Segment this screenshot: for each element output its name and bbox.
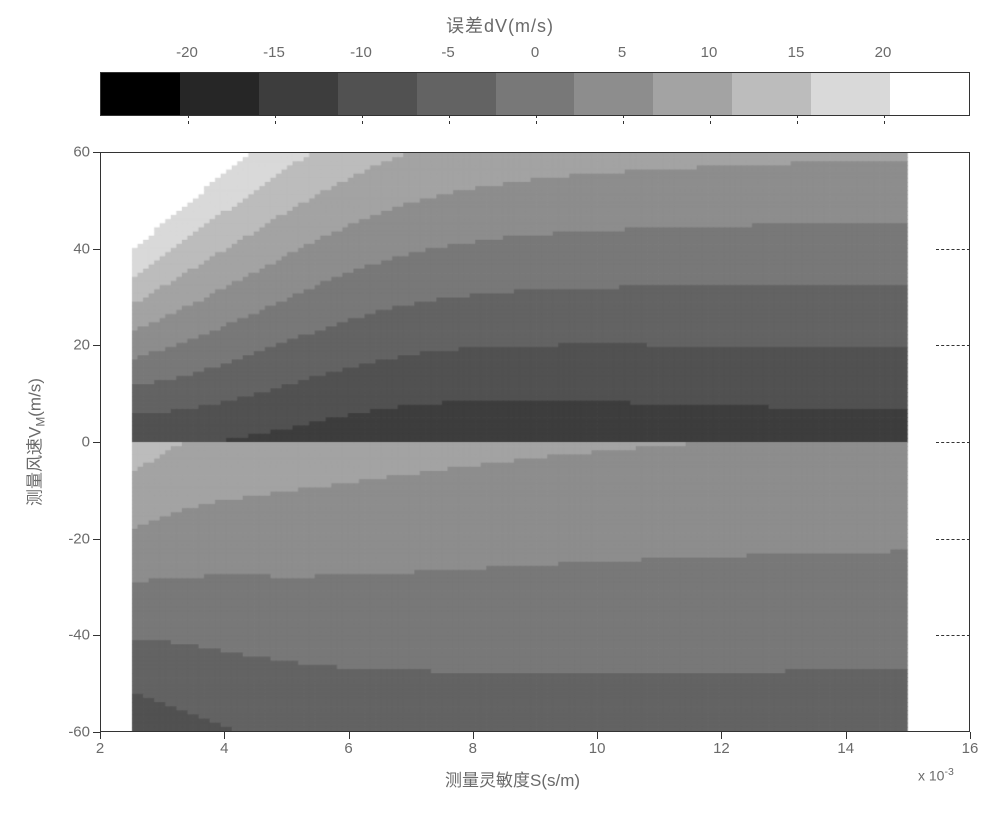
y-tick-dash-right: [936, 635, 970, 636]
y-tick-dash-right: [936, 345, 970, 346]
x-tick-mark: [597, 732, 598, 739]
colorbar-tick-label: -15: [263, 44, 285, 61]
x-tick-mark: [846, 732, 847, 739]
heatmap-canvas: [101, 153, 969, 731]
colorbar-segment: [732, 73, 811, 115]
colorbar-segment: [890, 73, 969, 115]
y-tick-label: 40: [73, 240, 90, 257]
x-tick-label: 8: [469, 740, 477, 757]
y-tick-label: 20: [73, 337, 90, 354]
colorbar-tick-label: 5: [618, 44, 626, 61]
y-tick-mark: [93, 249, 100, 250]
x-tick-mark: [473, 732, 474, 739]
colorbar-tick-mark: [536, 115, 537, 124]
y-axis-label-sub: M: [33, 417, 47, 427]
y-tick-label: -40: [68, 627, 90, 644]
colorbar-tick-mark: [884, 115, 885, 124]
figure: 误差dV(m/s) -20-15-10-505101520 测量风速VM(m/s…: [0, 0, 1000, 814]
colorbar-tick-mark: [362, 115, 363, 124]
colorbar-segment: [653, 73, 732, 115]
colorbar-segment: [180, 73, 259, 115]
heatmap-axes: [100, 152, 970, 732]
x-tick-label: 12: [713, 740, 730, 757]
y-axis-label-suffix: (m/s): [26, 378, 45, 417]
x-tick-label: 10: [589, 740, 606, 757]
x-tick-mark: [224, 732, 225, 739]
x-tick-label: 14: [837, 740, 854, 757]
colorbar-tick-mark: [710, 115, 711, 124]
colorbar-tick-mark: [275, 115, 276, 124]
colorbar-tick-label: 20: [875, 44, 892, 61]
colorbar-segment: [417, 73, 496, 115]
colorbar-segment: [574, 73, 653, 115]
colorbar-tick-mark: [188, 115, 189, 124]
y-tick-mark: [93, 732, 100, 733]
x-axis-label: 测量灵敏度S(s/m): [445, 766, 580, 791]
colorbar-tick-label: -5: [441, 44, 454, 61]
colorbar-segment: [338, 73, 417, 115]
y-tick-dash-right: [936, 539, 970, 540]
y-axis-label: 测量风速VM(m/s): [21, 378, 48, 506]
y-tick-mark: [93, 442, 100, 443]
colorbar-tick-mark: [623, 115, 624, 124]
colorbar-tick-labels: -20 -15 -10 -5 0 5 10 15 20: [100, 44, 970, 62]
colorbar-segment: [101, 73, 180, 115]
colorbar-tick-label: 0: [531, 44, 539, 61]
y-tick-mark: [93, 539, 100, 540]
colorbar-tick-label: -10: [350, 44, 372, 61]
y-tick-label: 0: [82, 434, 90, 451]
colorbar-segment: [811, 73, 890, 115]
y-tick-mark: [93, 345, 100, 346]
colorbar-tick-mark: [797, 115, 798, 124]
y-axis-label-prefix: 测量风速V: [26, 427, 45, 506]
colorbar-tick-mark: [449, 115, 450, 124]
x-tick-label: 4: [220, 740, 228, 757]
x-tick-mark: [100, 732, 101, 739]
x-tick-mark: [349, 732, 350, 739]
y-tick-dash-right: [936, 442, 970, 443]
x-tick-label: 16: [962, 740, 979, 757]
y-tick-label: -60: [68, 724, 90, 741]
x-tick-mark: [721, 732, 722, 739]
x-tick-mark: [970, 732, 971, 739]
colorbar-tick-label: 10: [701, 44, 718, 61]
y-tick-dash-right: [936, 249, 970, 250]
y-tick-mark: [93, 635, 100, 636]
x-tick-label: 2: [96, 740, 104, 757]
colorbar-segment: [496, 73, 575, 115]
colorbar-tick-label: -20: [176, 44, 198, 61]
x-tick-label: 6: [344, 740, 352, 757]
colorbar-segment: [259, 73, 338, 115]
colorbar: [100, 72, 970, 116]
y-tick-mark: [93, 152, 100, 153]
colorbar-title: 误差dV(m/s): [0, 12, 1000, 38]
y-tick-label: -20: [68, 530, 90, 547]
x-axis-exponent: x 10-3: [918, 766, 954, 784]
colorbar-tick-label: 15: [788, 44, 805, 61]
y-tick-label: 60: [73, 144, 90, 161]
